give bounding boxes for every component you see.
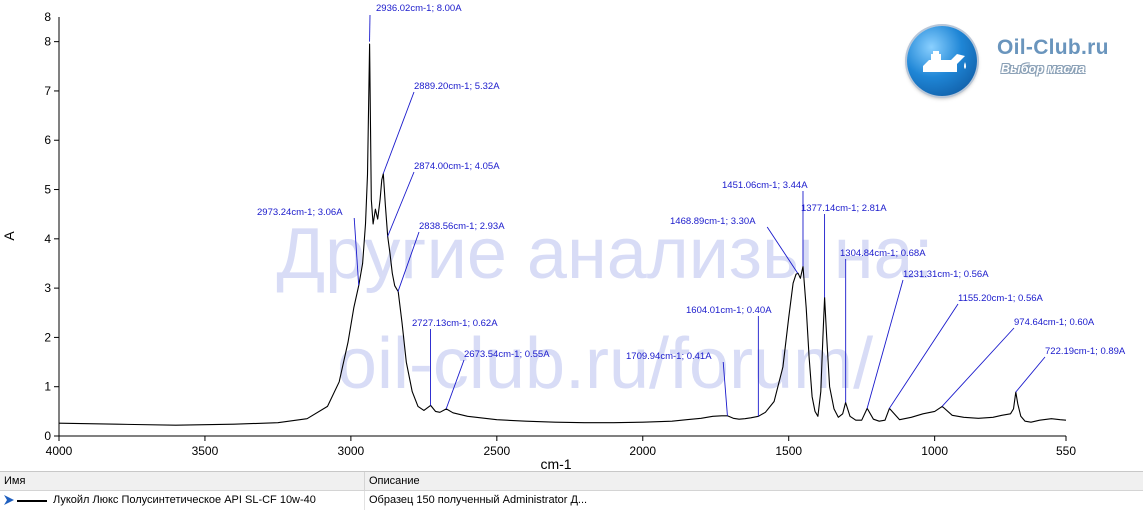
watermark: Другие анализы на: oil-club.ru/forum/ — [276, 214, 933, 404]
annotation-label: 1709.94cm-1; 0.41A — [626, 351, 712, 362]
x-tick-label: 2500 — [483, 444, 510, 458]
annotation-label: 1451.06cm-1; 3.44A — [722, 180, 808, 191]
annotation-leader — [383, 92, 414, 174]
annotation-label: 2838.56cm-1; 2.93A — [419, 221, 505, 232]
x-tick-label: 1000 — [921, 444, 948, 458]
watermark-line-1: Другие анализы на: — [276, 214, 933, 294]
legend-table-header: Имя Описание — [0, 472, 1143, 491]
annotation-label: 1604.01cm-1; 0.40A — [686, 305, 772, 316]
column-divider[interactable] — [364, 472, 365, 490]
annotation-leader — [942, 328, 1014, 406]
annotation-label: 1377.14cm-1; 2.81A — [801, 203, 887, 214]
y-tick-label: 7 — [44, 84, 51, 98]
annotation-label: 722.19cm-1; 0.89A — [1045, 346, 1126, 357]
x-tick-label: 4000 — [46, 444, 73, 458]
y-tick-label: 2 — [44, 330, 51, 344]
y-tick-label: 0 — [44, 429, 51, 443]
y-tick-label: 5 — [44, 183, 51, 197]
row-divider — [364, 491, 365, 510]
legend-table-row[interactable]: Лукойл Люкс Полусинтетическое API SL-CF … — [0, 491, 1143, 510]
annotation-label: 2673.54cm-1; 0.55A — [464, 349, 550, 360]
series-name: Лукойл Люкс Полусинтетическое API SL-CF … — [53, 494, 316, 506]
annotation-label: 1304.84cm-1; 0.68A — [840, 248, 926, 259]
x-axis-title: cm-1 — [540, 456, 571, 470]
y-tick-label: 4 — [44, 232, 51, 246]
series-swatch — [17, 500, 47, 502]
y-tick-label: 3 — [44, 281, 51, 295]
y-tick-label: 8 — [44, 35, 51, 49]
oil-can-icon — [907, 26, 977, 96]
annotation-label: 1468.89cm-1; 3.30A — [670, 216, 756, 227]
row-pointer-icon — [3, 494, 15, 506]
logo-title: Oil-Club.ru — [997, 36, 1109, 60]
x-tick-label: 1500 — [775, 444, 802, 458]
annotation-leader — [1016, 357, 1045, 392]
annotation-label: 2874.00cm-1; 4.05A — [414, 161, 500, 172]
logo-subtitle: Выбор масла — [1001, 62, 1085, 76]
annotation-label: 974.64cm-1; 0.60A — [1014, 317, 1095, 328]
annotation-label: 2889.20cm-1; 5.32A — [414, 81, 500, 92]
y-tick-label: 1 — [44, 380, 51, 394]
y-top-label: 8 — [44, 10, 51, 24]
x-tick-label: 3500 — [192, 444, 219, 458]
annotation-leader — [889, 304, 958, 408]
x-tick-label: 2000 — [629, 444, 656, 458]
oil-club-logo: Oil-Club.ru Выбор масла — [905, 24, 1135, 100]
x-tick-label: 3000 — [338, 444, 365, 458]
column-header-name[interactable]: Имя — [4, 475, 25, 487]
y-tick-label: 6 — [44, 133, 51, 147]
annotation-label: 2727.13cm-1; 0.62A — [412, 318, 498, 329]
annotation-label: 1231.31cm-1; 0.56A — [903, 269, 989, 280]
annotation-label: 2973.24cm-1; 3.06A — [257, 207, 343, 218]
logo-badge — [907, 26, 977, 96]
legend-table: Имя Описание Лукойл Люкс Полусинтетическ… — [0, 471, 1143, 510]
watermark-line-2: oil-club.ru/forum/ — [337, 324, 873, 404]
column-header-description[interactable]: Описание — [369, 475, 420, 487]
annotation-label: 2936.02cm-1; 8.00A — [376, 3, 462, 14]
x-tick-label: 550 — [1056, 444, 1076, 458]
series-description: Образец 150 полученный Administrator Д..… — [369, 494, 587, 506]
annotation-label: 1155.20cm-1; 0.56A — [958, 293, 1044, 304]
y-axis-title: A — [1, 231, 17, 241]
